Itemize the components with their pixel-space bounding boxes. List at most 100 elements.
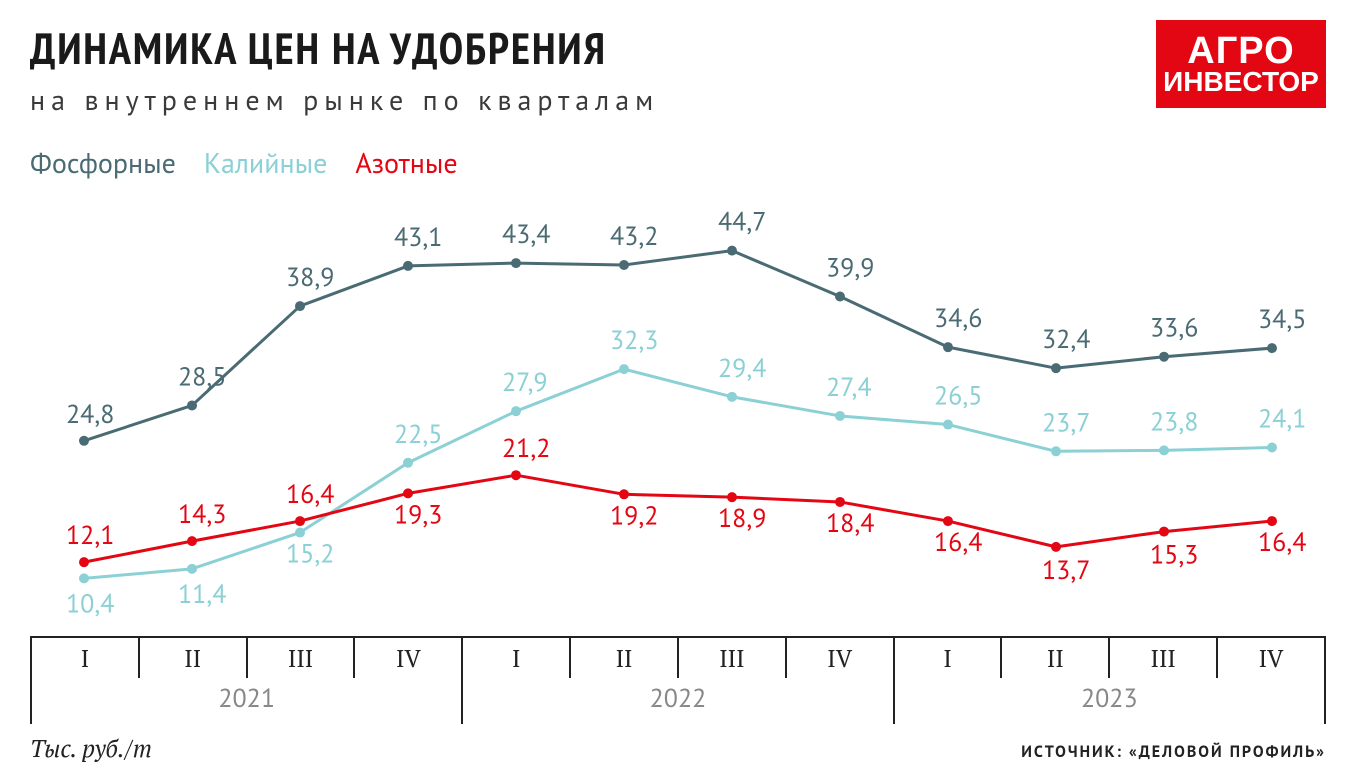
series-marker [187, 400, 197, 410]
point-label: 18,9 [718, 502, 766, 535]
series-marker [835, 497, 845, 507]
series-marker [1159, 445, 1169, 455]
series-marker [943, 516, 953, 526]
series-marker [511, 470, 521, 480]
point-label: 18,4 [826, 507, 874, 540]
series-line [84, 475, 1272, 562]
quarter-tick: IV [1216, 638, 1326, 678]
source-label: ИСТОЧНИК: «ДЕЛОВОЙ ПРОФИЛЬ» [1021, 742, 1326, 762]
x-axis: IIIIIIIVIIIIIIIVIIIIIIIV 202120222023 [30, 636, 1326, 722]
point-label: 21,2 [502, 432, 550, 465]
series-marker [619, 364, 629, 374]
quarter-tick: III [1108, 638, 1216, 678]
year-label: 2023 [895, 678, 1326, 724]
point-label: 16,4 [1258, 526, 1306, 559]
series-marker [187, 564, 197, 574]
point-label: 15,2 [286, 538, 334, 571]
series-marker [511, 406, 521, 416]
series-line [84, 369, 1272, 578]
quarter-tick: II [569, 638, 677, 678]
quarter-tick: III [677, 638, 785, 678]
series-marker [295, 301, 305, 311]
series-marker [619, 260, 629, 270]
point-label: 14,3 [178, 498, 226, 531]
series-marker [727, 392, 737, 402]
series-marker [403, 261, 413, 271]
quarter-tick: II [1000, 638, 1108, 678]
series-marker [1159, 352, 1169, 362]
point-label: 26,5 [934, 380, 982, 413]
series-marker [79, 436, 89, 446]
point-label: 32,4 [1042, 323, 1090, 356]
quarter-tick: I [461, 638, 569, 678]
line-chart: 24,8 28,5 38,9 43,1 43,4 43,2 44,7 39,9 34,6 32,4… [30, 200, 1326, 630]
series-marker [835, 411, 845, 421]
quarter-tick: I [30, 638, 138, 678]
point-label: 34,5 [1258, 303, 1306, 336]
series-marker [619, 489, 629, 499]
point-label: 33,6 [1150, 312, 1198, 345]
series-marker [1051, 542, 1061, 552]
legend-item: Фосфорные [30, 144, 176, 181]
series-marker [1267, 516, 1277, 526]
series-marker [79, 573, 89, 583]
page-subtitle: на внутреннем рынке по кварталам [30, 81, 1156, 118]
point-label: 19,2 [610, 499, 658, 532]
chart-legend: Фосфорные Калийные Азотные [30, 144, 1326, 181]
point-label: 23,7 [1042, 406, 1090, 439]
series-marker [727, 492, 737, 502]
series-marker [403, 458, 413, 468]
quarter-tick: II [138, 638, 246, 678]
series-marker [79, 557, 89, 567]
series-marker [1159, 527, 1169, 537]
legend-item: Азотные [355, 144, 457, 181]
point-label: 43,4 [502, 218, 550, 251]
point-label: 32,3 [610, 324, 658, 357]
point-label: 10,4 [66, 587, 114, 620]
point-label: 15,3 [1150, 539, 1198, 572]
point-label: 16,4 [934, 526, 982, 559]
point-label: 24,1 [1258, 402, 1306, 435]
quarter-tick: III [246, 638, 354, 678]
series-marker [1267, 343, 1277, 353]
quarter-tick: IV [353, 638, 461, 678]
page-title: ДИНАМИКА ЦЕН НА УДОБРЕНИЯ [30, 20, 1156, 77]
point-label: 38,9 [286, 261, 334, 294]
point-label: 28,5 [178, 360, 226, 393]
point-label: 27,4 [826, 371, 872, 404]
series-marker [295, 516, 305, 526]
point-label: 27,9 [502, 366, 548, 399]
quarter-tick: I [893, 638, 1001, 678]
logo-line2: ИНВЕСТОР [1163, 69, 1319, 96]
logo-line1: АГРО [1187, 33, 1294, 69]
point-label: 29,4 [718, 352, 766, 385]
series-marker [511, 258, 521, 268]
point-label: 24,8 [66, 398, 114, 431]
series-marker [1051, 446, 1061, 456]
series-line [84, 251, 1272, 441]
series-marker [1051, 363, 1061, 373]
point-label: 16,4 [286, 478, 334, 511]
legend-item: Калийные [204, 144, 327, 181]
point-label: 43,2 [610, 220, 658, 253]
series-marker [295, 528, 305, 538]
point-label: 39,9 [826, 252, 874, 285]
series-marker [1267, 442, 1277, 452]
point-label: 23,8 [1150, 405, 1198, 438]
point-label: 19,3 [394, 498, 442, 531]
series-marker [943, 420, 953, 430]
year-label: 2022 [463, 678, 894, 724]
series-marker [835, 292, 845, 302]
point-label: 43,1 [394, 221, 442, 254]
year-label: 2021 [30, 678, 463, 724]
quarter-tick: IV [785, 638, 893, 678]
brand-logo: АГРО ИНВЕСТОР [1156, 20, 1326, 108]
point-label: 13,7 [1042, 554, 1090, 587]
series-marker [727, 246, 737, 256]
point-label: 12,1 [66, 519, 114, 552]
series-marker [187, 536, 197, 546]
point-label: 44,7 [718, 206, 766, 239]
units-label: Тыс. руб./т [30, 732, 152, 764]
point-label: 11,4 [178, 578, 226, 611]
point-label: 34,6 [934, 302, 982, 335]
